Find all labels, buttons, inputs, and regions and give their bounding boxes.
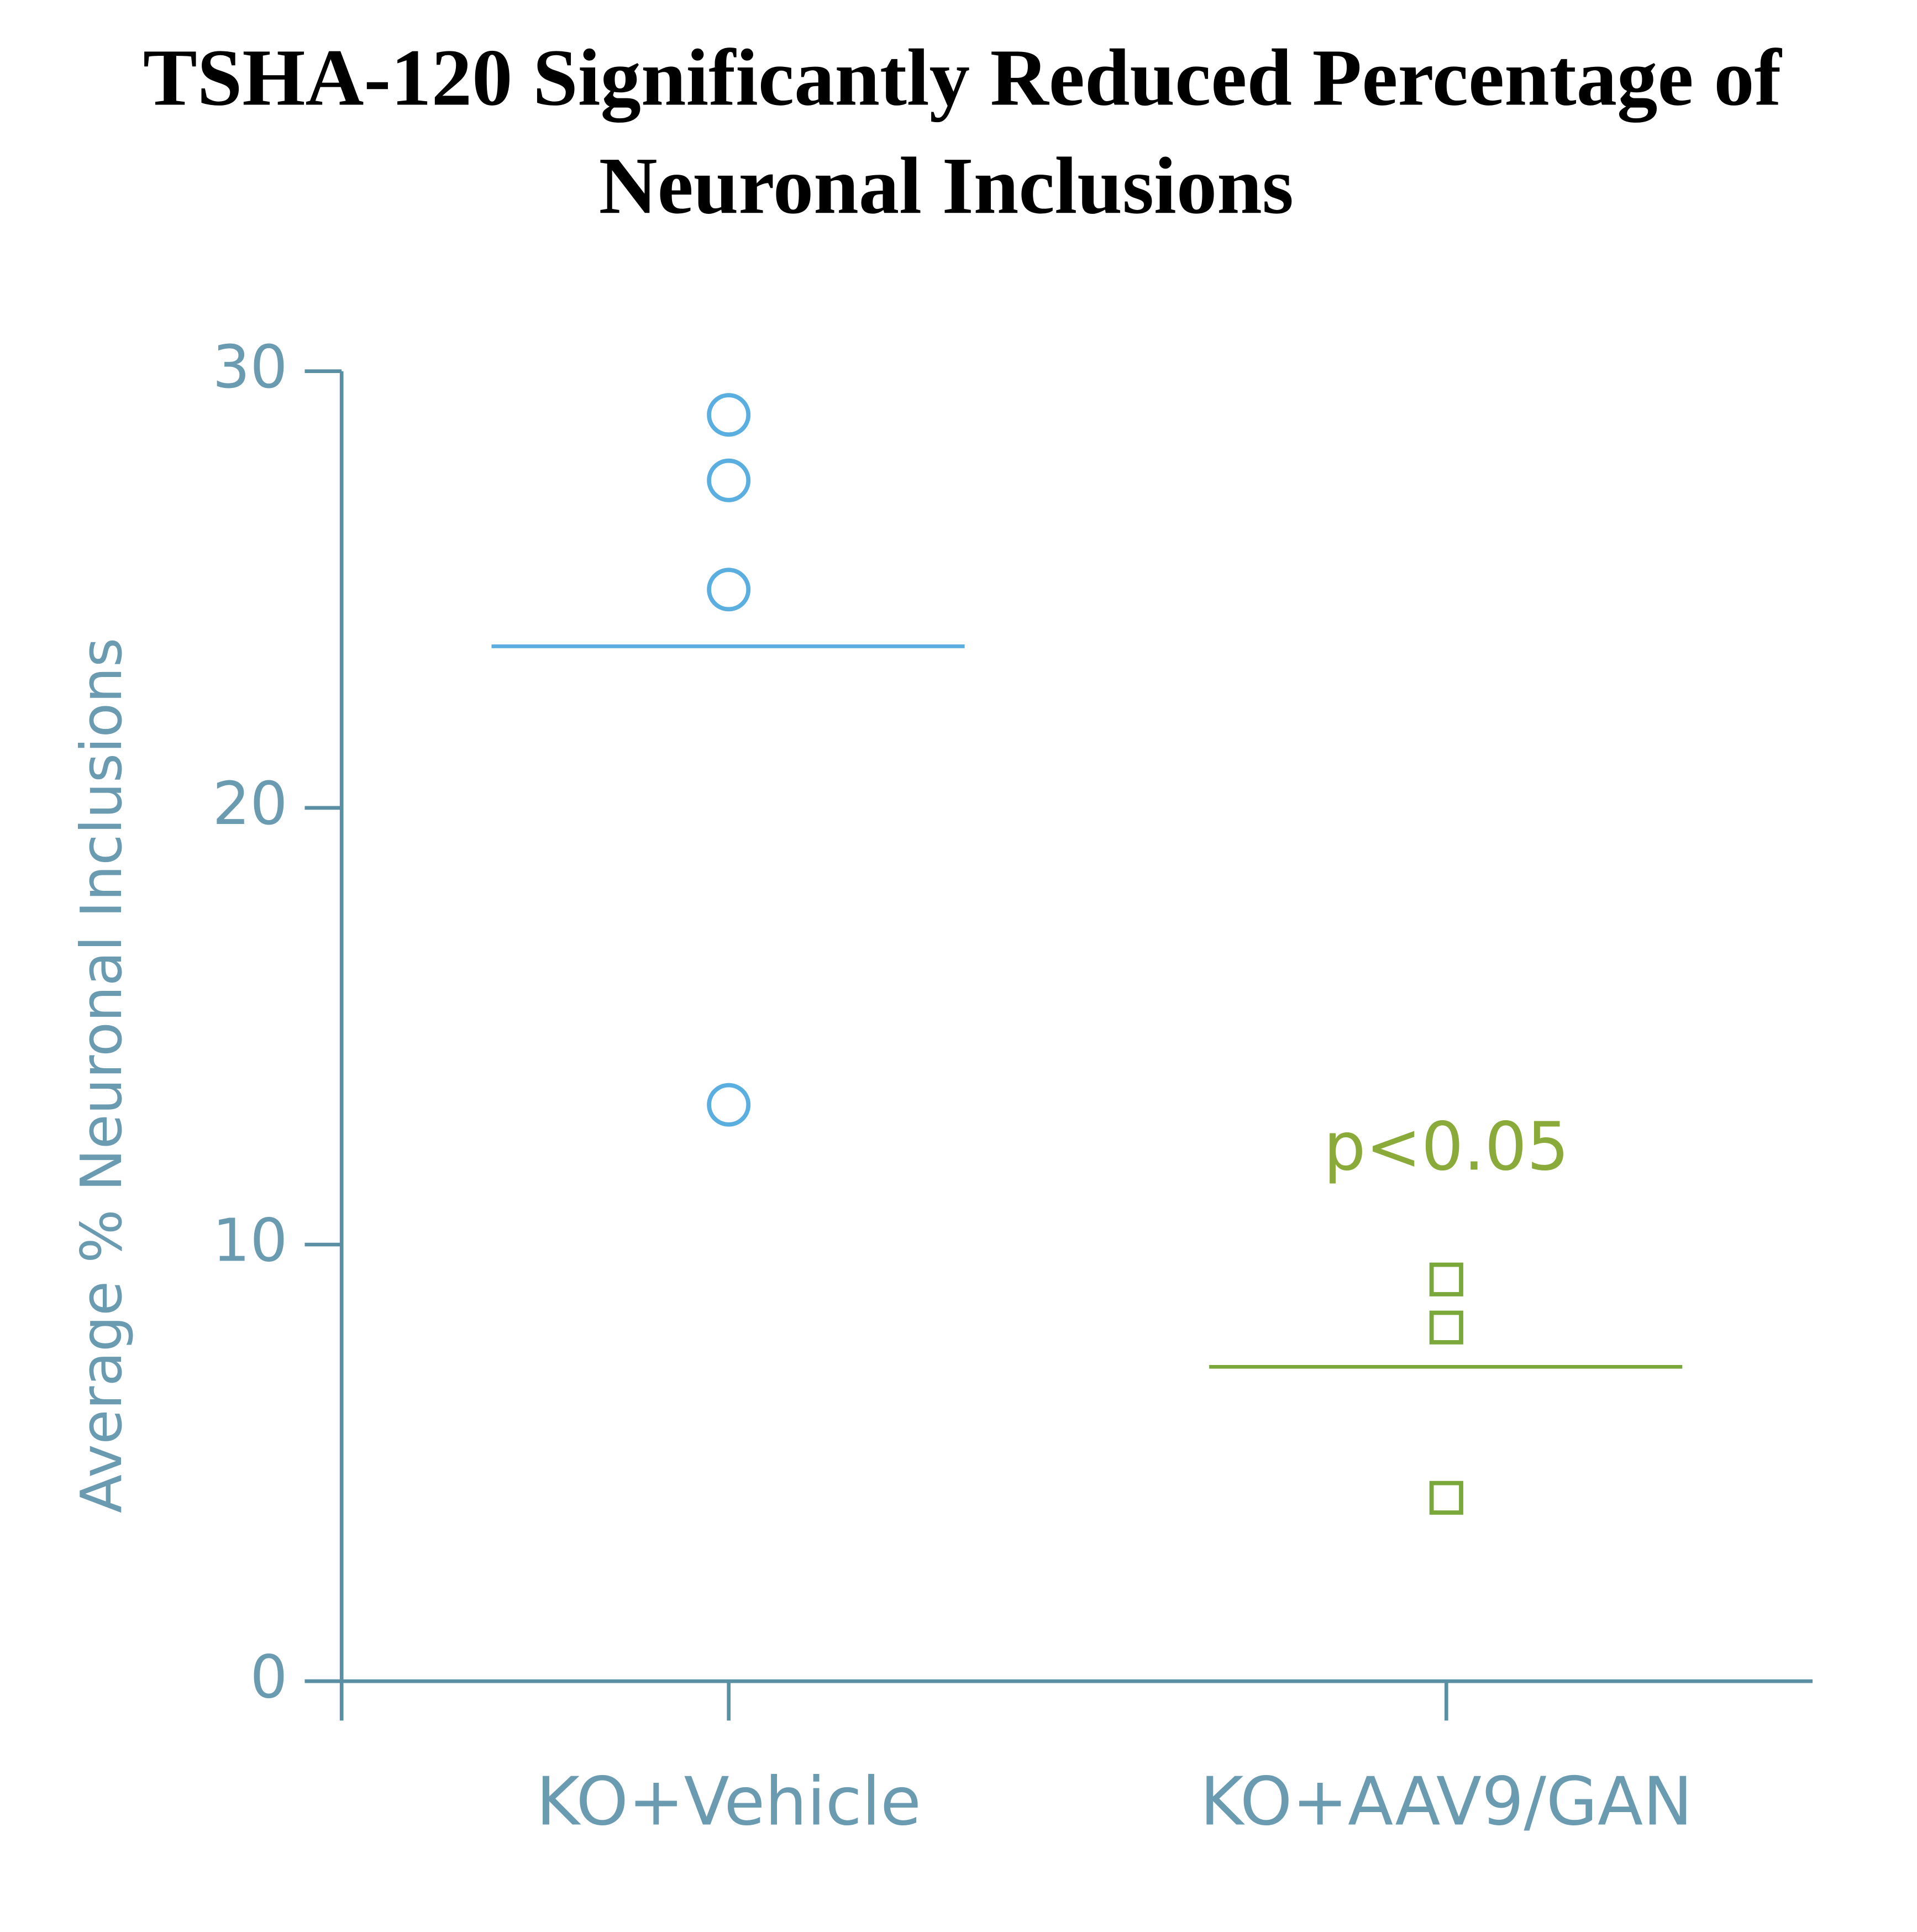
data-point	[707, 568, 751, 612]
y-tick-label: 20	[213, 770, 288, 838]
x-tick-label: KO+AAV9/GAN	[1200, 1764, 1693, 1841]
data-point	[707, 458, 751, 502]
y-tick-label: 30	[213, 333, 288, 402]
data-point	[1429, 1481, 1463, 1515]
x-tick-label: KO+Vehicle	[536, 1764, 921, 1841]
annotation: p<0.05	[1323, 1109, 1569, 1186]
y-tick-label: 10	[213, 1206, 288, 1275]
y-tick-label: 0	[250, 1644, 287, 1712]
chart-title: Neuronal Inclusions	[599, 140, 1294, 230]
y-axis-label: Average % Neuronal Inclusions	[69, 638, 135, 1513]
data-point	[1429, 1262, 1463, 1296]
data-point	[1429, 1310, 1463, 1345]
chart-title: TSHA-120 Significantly Reduced Percentag…	[143, 33, 1783, 123]
data-point	[707, 1083, 751, 1127]
data-point	[707, 393, 751, 437]
